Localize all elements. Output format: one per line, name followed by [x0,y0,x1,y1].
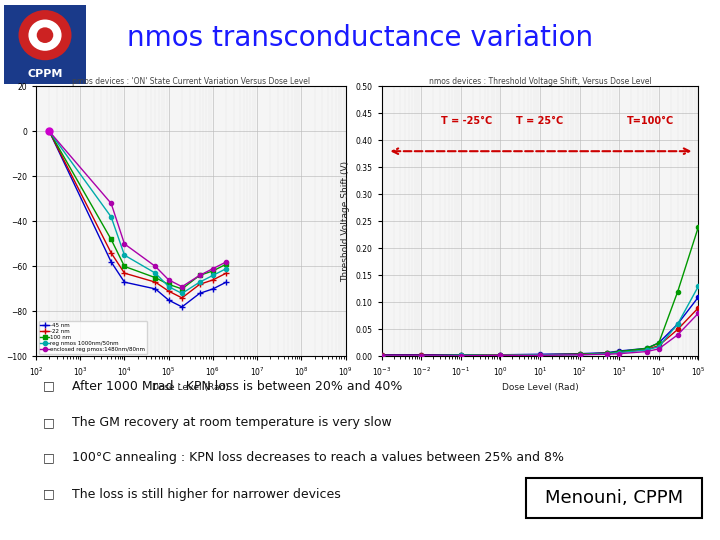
X-axis label: Dose Level (Rad): Dose Level (Rad) [153,383,229,393]
Circle shape [19,10,71,60]
Circle shape [29,19,62,51]
Text: The GM recovery at room temperature is very slow: The GM recovery at room temperature is v… [72,416,392,429]
Text: □: □ [43,451,55,464]
Text: T=100°C: T=100°C [627,116,675,126]
Text: □: □ [43,488,55,501]
Text: □: □ [43,380,55,393]
Text: T = 25°C: T = 25°C [516,116,564,126]
Text: Menouni, CPPM: Menouni, CPPM [545,489,683,507]
Text: nmos transconductance variation: nmos transconductance variation [127,24,593,52]
Text: T = -25°C: T = -25°C [441,116,492,126]
X-axis label: Dose Level (Rad): Dose Level (Rad) [502,383,578,393]
Text: 100°C annealing : KPN loss decreases to reach a values between 25% and 8%: 100°C annealing : KPN loss decreases to … [72,451,564,464]
Text: CPPM: CPPM [27,69,63,79]
Text: After 1000 Mrad : KPN loss is between 20% and 40%: After 1000 Mrad : KPN loss is between 20… [72,380,402,393]
Circle shape [37,28,53,43]
Title: pmos devices : 'ON' State Current Variation Versus Dose Level: pmos devices : 'ON' State Current Variat… [72,77,310,86]
Text: □: □ [43,416,55,429]
Title: nmos devices : Threshold Voltage Shift, Versus Dose Level: nmos devices : Threshold Voltage Shift, … [428,77,652,86]
Y-axis label: Threshold Voltage Shift (V): Threshold Voltage Shift (V) [341,161,350,282]
Text: The loss is still higher for narrower devices: The loss is still higher for narrower de… [72,488,341,501]
Legend: -45 nm, -22 nm, 100 nm, reg nmos 1000nm/50nm, enclosed reg pmos:1480nm/80nm: -45 nm, -22 nm, 100 nm, reg nmos 1000nm/… [39,321,147,354]
